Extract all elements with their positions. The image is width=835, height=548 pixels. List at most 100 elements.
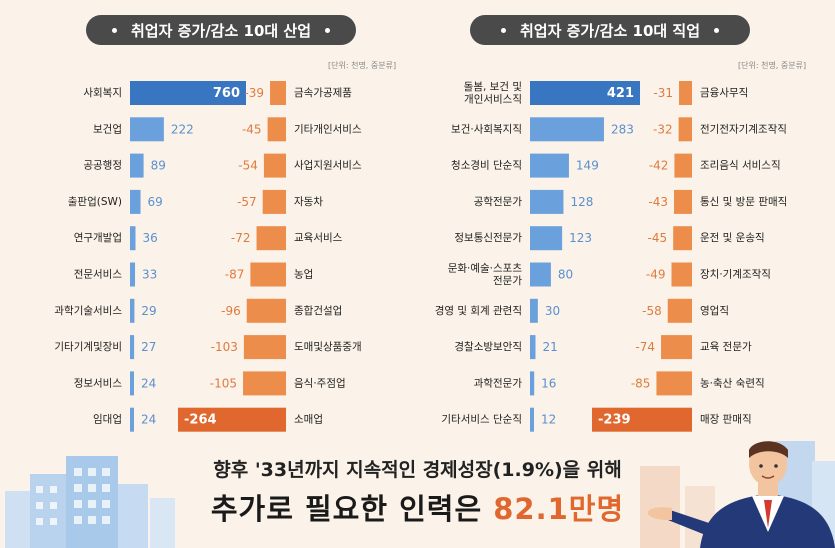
decrease-bar [656, 371, 692, 396]
increase-value-label: 149 [576, 158, 599, 172]
headline-prefix: 추가로 필요한 인력은 [210, 492, 494, 526]
increase-category-label: 공공행정 [83, 160, 122, 172]
industry-unit-note: [단위: 천명, 중분류] [328, 61, 397, 70]
increase-category-label: 출판업(SW) [68, 195, 122, 208]
industry-bar-chart: 사회복지 760 보건업 222 공공행정 89 출판업(SW) 69 연구개발업 36 전문서비스… [54, 81, 362, 432]
decrease-bar [250, 262, 286, 287]
decrease-value-label: -32 [653, 122, 673, 136]
decrease-bar [256, 226, 286, 251]
decrease-value-label: -43 [648, 194, 668, 208]
increase-value-label: 27 [141, 340, 156, 354]
decrease-bar [661, 335, 692, 360]
increase-category-label: 임대업 [93, 413, 122, 426]
decrease-bar [673, 226, 692, 251]
decrease-bar [243, 335, 286, 360]
increase-value-label: 12 [541, 412, 556, 426]
increase-category-label: 과학전문가 [474, 377, 523, 389]
decrease-category-label: 금융사무직 [700, 87, 748, 99]
decrease-bar [246, 298, 286, 323]
decrease-category-label: 운전 및 운송직 [700, 232, 765, 244]
decrease-category-label: 영업직 [700, 304, 729, 317]
increase-value-label: 16 [541, 376, 556, 390]
decrease-bar [679, 81, 692, 105]
decrease-category-label: 농업 [294, 268, 313, 281]
increase-value-label: 21 [542, 340, 557, 354]
decrease-value-label: -49 [646, 267, 666, 281]
increase-bar [130, 153, 144, 178]
decrease-bar [674, 153, 692, 178]
industry-chart-title-text: 취업자 증가/감소 10대 산업 [130, 21, 312, 40]
increase-value-label: 283 [611, 122, 634, 136]
increase-bar [530, 262, 551, 287]
decrease-bar [267, 117, 286, 142]
decrease-bar [678, 117, 692, 142]
occupation-unit-note: [단위: 천명, 중분류] [738, 61, 807, 70]
increase-category-label: 과학기술서비스 [54, 305, 122, 317]
decrease-value-label: -103 [211, 340, 238, 354]
increase-value-label: 421 [607, 86, 634, 101]
increase-bar [530, 81, 640, 105]
decrease-category-label: 금속가공제품 [294, 87, 352, 99]
decrease-category-label: 사업지원서비스 [294, 159, 362, 172]
increase-bar [530, 298, 538, 323]
increase-category-label: 기타서비스 단순직 [441, 414, 522, 426]
increase-bar [130, 117, 164, 142]
decrease-value-label: -264 [184, 412, 217, 427]
increase-value-label: 760 [213, 86, 240, 101]
decrease-value-label: -74 [635, 340, 655, 354]
increase-bar [530, 153, 569, 178]
decrease-value-label: -87 [225, 267, 245, 281]
increase-category-label: 경찰소방보안직 [454, 340, 522, 353]
increase-bar [130, 189, 141, 214]
decrease-bar [262, 189, 286, 214]
increase-category-label: 전문서비스 [74, 269, 123, 281]
increase-bar [130, 262, 136, 287]
city-skyline-illustration [0, 436, 835, 548]
decrease-value-label: -42 [649, 158, 669, 172]
increase-value-label: 128 [570, 194, 593, 208]
decrease-category-label: 농·축산 숙련직 [700, 377, 765, 389]
decrease-value-label: -45 [648, 231, 668, 245]
decrease-value-label: -105 [210, 376, 237, 390]
decrease-bar [592, 407, 692, 432]
increase-category-label: 청소경비 단순직 [451, 159, 522, 172]
increase-value-label: 36 [142, 231, 157, 245]
increase-bar [530, 117, 604, 142]
increase-bar [130, 407, 134, 432]
decrease-category-label: 음식·주점업 [294, 376, 346, 389]
increase-bar [530, 335, 536, 360]
decrease-value-label: -57 [237, 194, 257, 208]
footer-headline: 추가로 필요한 인력은 82.1만명 [0, 486, 835, 528]
increase-category-label: 돌봄, 보건 및 개인서비스직 [464, 81, 522, 106]
decrease-category-label: 통신 및 방문 판매직 [700, 196, 787, 208]
increase-category-label: 사회복지 [83, 87, 122, 99]
increase-bar [130, 335, 135, 360]
increase-bar [530, 226, 563, 251]
occupation-chart-title-text: 취업자 증가/감소 10대 직업 [519, 21, 701, 40]
decrease-category-label: 조리음식 서비스직 [700, 160, 781, 172]
increase-value-label: 69 [148, 194, 163, 208]
increase-value-label: 29 [141, 303, 156, 317]
increase-category-label: 정보서비스 [74, 377, 123, 389]
bullet-icon [111, 27, 117, 33]
decrease-category-label: 매장 판매직 [700, 414, 752, 426]
decrease-category-label: 장치·기계조작직 [700, 269, 771, 281]
decrease-value-label: -72 [231, 231, 251, 245]
decrease-bar [243, 371, 286, 396]
increase-category-label: 보건업 [93, 122, 122, 135]
increase-value-label: 24 [141, 412, 156, 426]
decrease-value-label: -39 [244, 86, 264, 100]
decrease-category-label: 전기전자기계조작직 [700, 123, 787, 135]
decrease-bar [178, 407, 286, 432]
increase-category-label: 기타기계및장비 [54, 341, 122, 353]
decrease-bar [671, 262, 692, 287]
decrease-bar [270, 81, 286, 105]
occupation-chart-title: 취업자 증가/감소 10대 직업 [470, 15, 750, 45]
decrease-category-label: 도매및상품중개 [294, 341, 362, 353]
decrease-category-label: 교육서비스 [294, 232, 343, 244]
bullet-icon [714, 27, 720, 33]
increase-category-label: 경영 및 회계 관련직 [435, 304, 522, 317]
decrease-category-label: 자동차 [294, 196, 323, 208]
increase-category-label: 공학전문가 [474, 196, 523, 208]
increase-value-label: 33 [142, 267, 157, 281]
